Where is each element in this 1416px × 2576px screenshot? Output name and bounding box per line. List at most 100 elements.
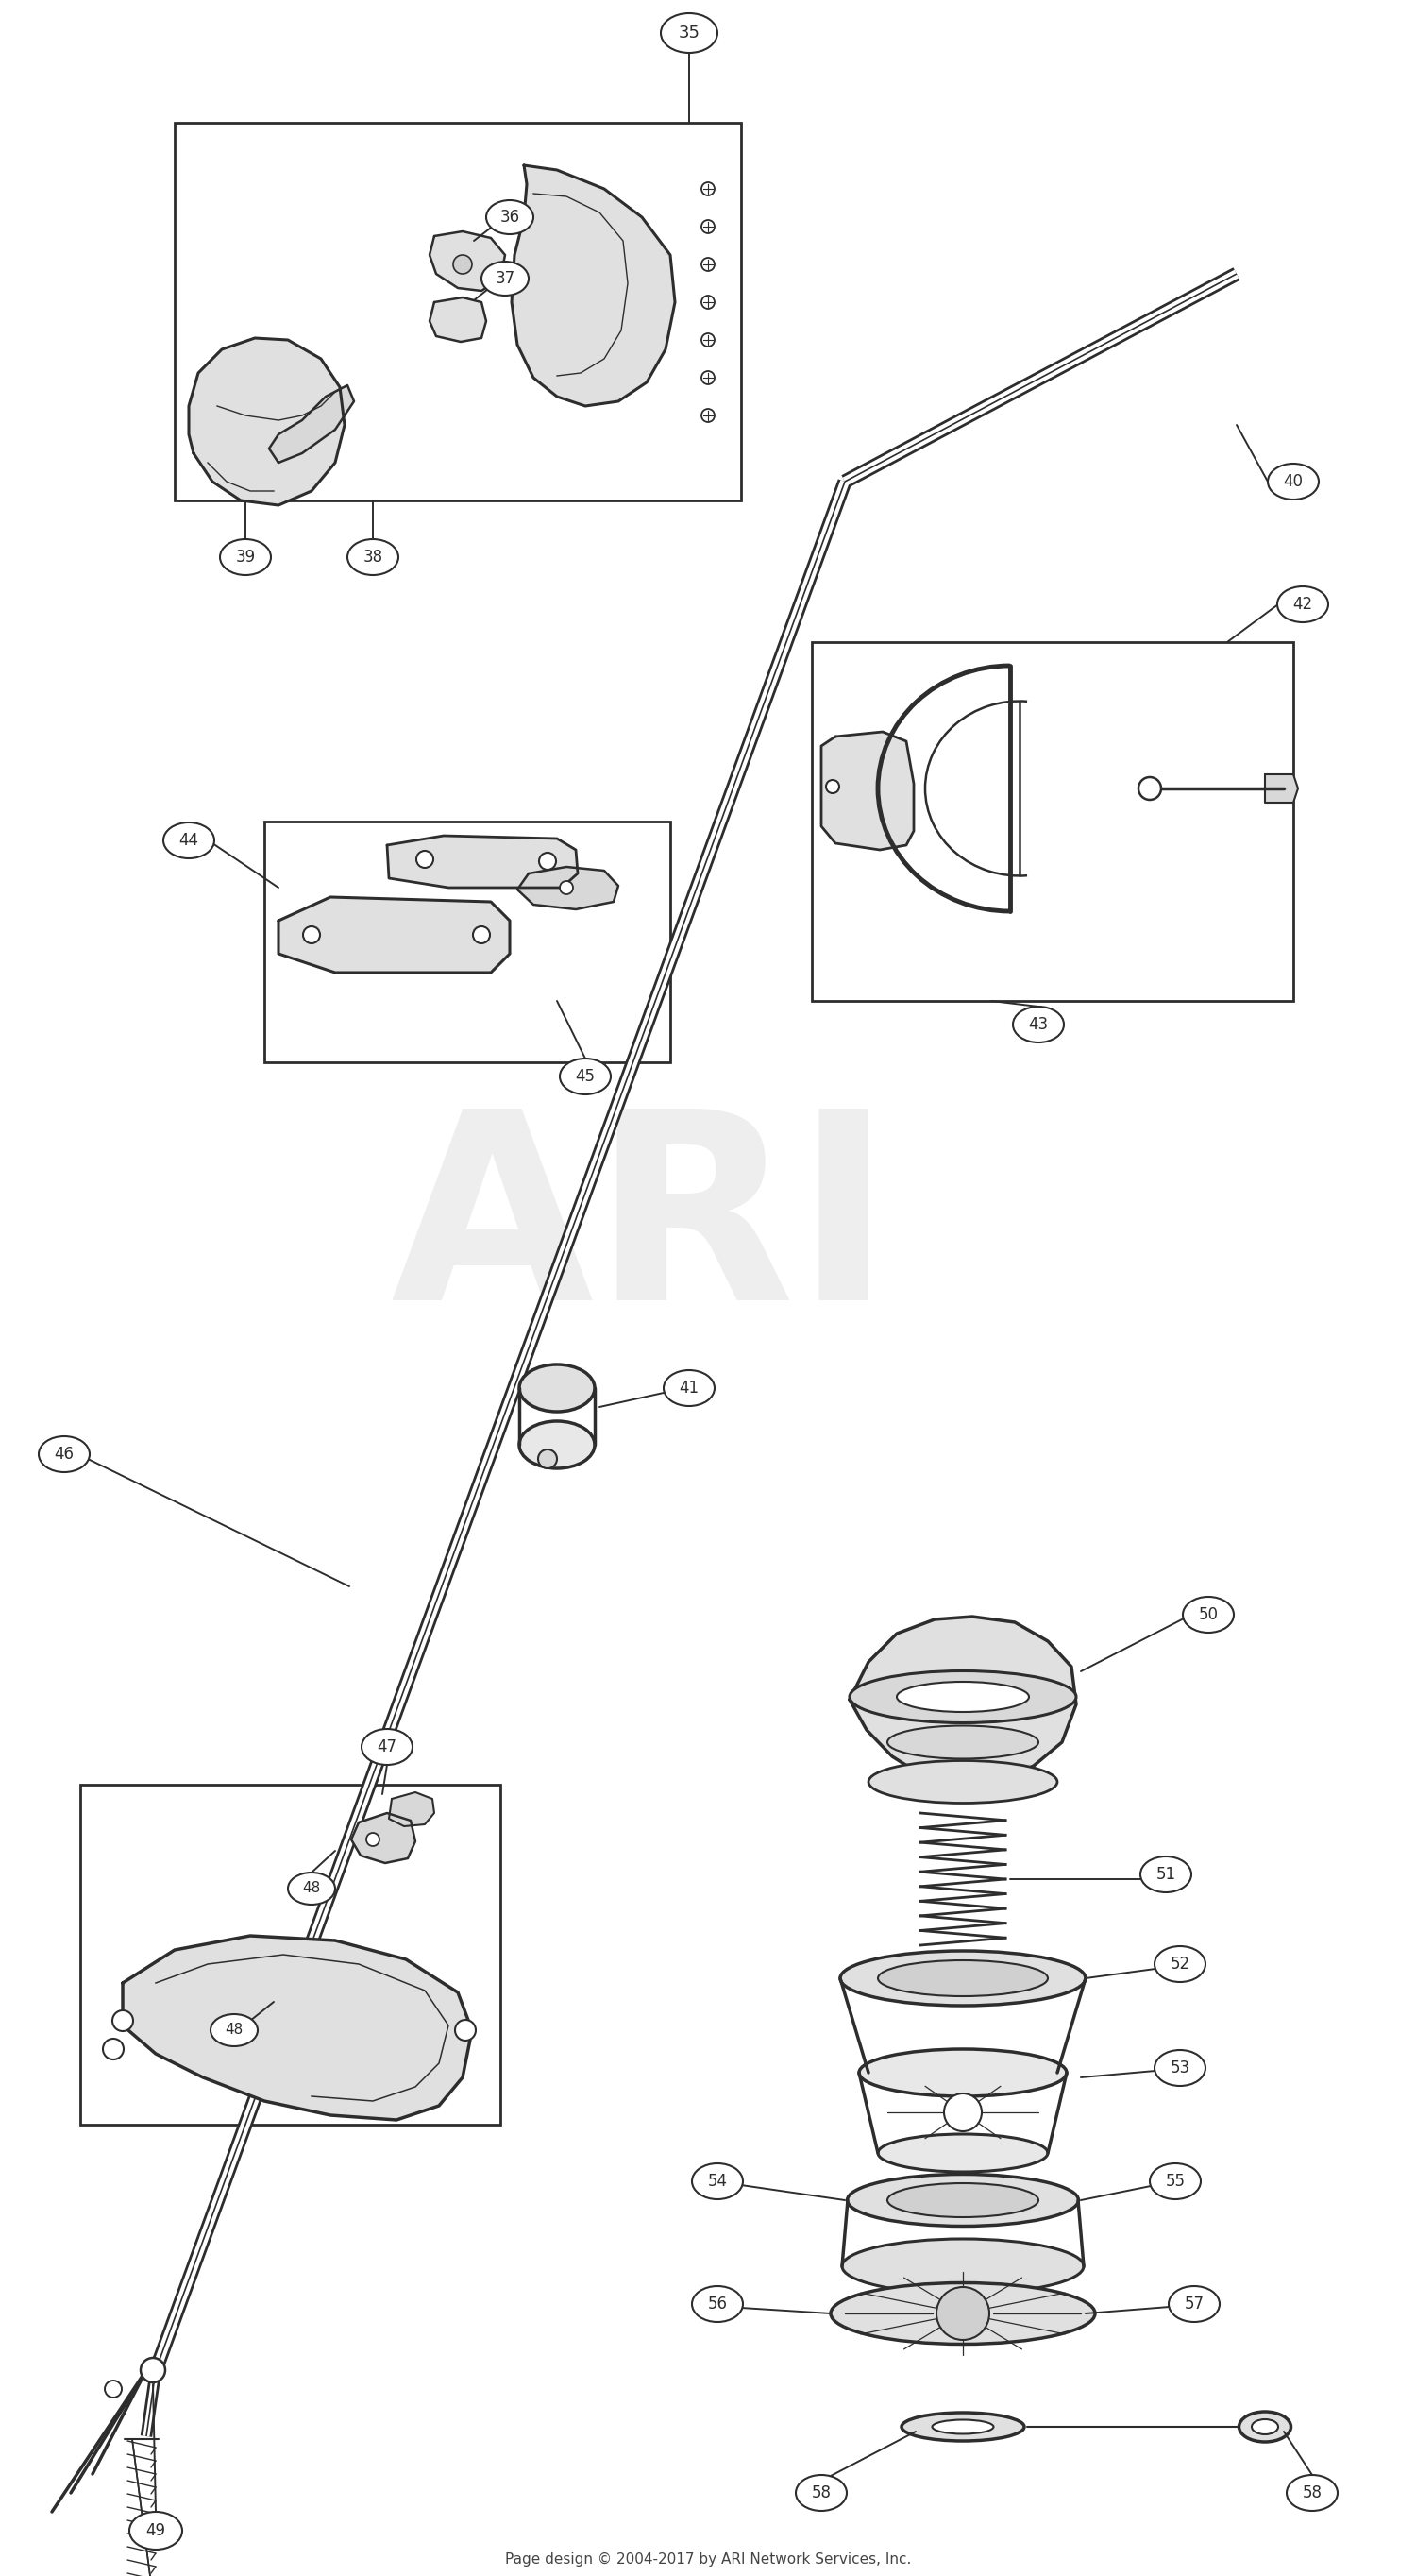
Ellipse shape xyxy=(692,2164,743,2200)
Bar xyxy=(811,641,1293,1002)
Polygon shape xyxy=(269,386,354,464)
Circle shape xyxy=(453,255,472,273)
Ellipse shape xyxy=(559,1059,610,1095)
Polygon shape xyxy=(821,732,913,850)
Polygon shape xyxy=(389,1793,435,1826)
Circle shape xyxy=(559,881,573,894)
Polygon shape xyxy=(188,337,344,505)
Ellipse shape xyxy=(1277,587,1328,623)
Circle shape xyxy=(701,219,715,234)
Circle shape xyxy=(944,2094,981,2130)
Ellipse shape xyxy=(840,1950,1086,2007)
Text: 48: 48 xyxy=(225,2022,244,2038)
Text: 47: 47 xyxy=(377,1739,396,1754)
Ellipse shape xyxy=(520,1365,595,1412)
Circle shape xyxy=(367,1834,379,1847)
Ellipse shape xyxy=(878,1960,1048,1996)
Circle shape xyxy=(538,1450,556,1468)
Ellipse shape xyxy=(1012,1007,1063,1043)
Circle shape xyxy=(103,2038,123,2058)
Text: 42: 42 xyxy=(1293,595,1313,613)
Text: 35: 35 xyxy=(678,26,700,41)
Ellipse shape xyxy=(1182,1597,1233,1633)
Ellipse shape xyxy=(1154,1945,1205,1981)
Circle shape xyxy=(701,332,715,348)
Polygon shape xyxy=(511,165,675,407)
Ellipse shape xyxy=(831,2282,1095,2344)
Ellipse shape xyxy=(1150,2164,1201,2200)
Text: 54: 54 xyxy=(708,2172,728,2190)
Ellipse shape xyxy=(850,1672,1076,1723)
Ellipse shape xyxy=(868,2050,1058,2094)
Circle shape xyxy=(455,2020,476,2040)
Circle shape xyxy=(936,2287,990,2339)
Text: 56: 56 xyxy=(708,2295,728,2313)
Ellipse shape xyxy=(661,13,718,54)
Ellipse shape xyxy=(1252,2419,1279,2434)
Text: 46: 46 xyxy=(54,1445,74,1463)
Bar xyxy=(174,124,741,500)
Text: 55: 55 xyxy=(1165,2172,1185,2190)
Text: 45: 45 xyxy=(575,1069,595,1084)
Ellipse shape xyxy=(888,2184,1038,2218)
Polygon shape xyxy=(850,1618,1076,1783)
Ellipse shape xyxy=(843,2239,1083,2293)
Circle shape xyxy=(473,927,490,943)
Ellipse shape xyxy=(1239,2411,1291,2442)
Text: 49: 49 xyxy=(146,2522,166,2540)
Circle shape xyxy=(701,296,715,309)
Circle shape xyxy=(701,258,715,270)
Polygon shape xyxy=(123,1935,472,2120)
Text: ARI: ARI xyxy=(391,1100,893,1355)
Text: 40: 40 xyxy=(1283,474,1303,489)
Circle shape xyxy=(701,183,715,196)
Ellipse shape xyxy=(664,1370,715,1406)
Bar xyxy=(81,1785,500,2125)
Ellipse shape xyxy=(896,1682,1029,1713)
Text: 57: 57 xyxy=(1184,2295,1204,2313)
Polygon shape xyxy=(279,896,510,974)
Circle shape xyxy=(1138,778,1161,799)
Circle shape xyxy=(826,781,840,793)
Circle shape xyxy=(701,371,715,384)
Text: 44: 44 xyxy=(178,832,198,850)
Text: 52: 52 xyxy=(1170,1955,1189,1973)
Text: 37: 37 xyxy=(496,270,515,286)
Ellipse shape xyxy=(287,1873,336,1904)
Text: 58: 58 xyxy=(1303,2483,1323,2501)
Ellipse shape xyxy=(38,1437,89,1471)
Text: 36: 36 xyxy=(500,209,520,227)
Circle shape xyxy=(416,850,433,868)
Text: 39: 39 xyxy=(235,549,255,567)
Text: 43: 43 xyxy=(1028,1015,1048,1033)
Polygon shape xyxy=(351,1814,415,1862)
Ellipse shape xyxy=(361,1728,412,1765)
Circle shape xyxy=(140,2357,166,2383)
Polygon shape xyxy=(387,835,578,889)
Ellipse shape xyxy=(1140,1857,1191,1893)
Ellipse shape xyxy=(129,2512,183,2550)
Ellipse shape xyxy=(868,1759,1058,1803)
Circle shape xyxy=(112,2009,133,2030)
Ellipse shape xyxy=(1287,2476,1338,2512)
Ellipse shape xyxy=(163,822,214,858)
Ellipse shape xyxy=(1168,2285,1219,2321)
Ellipse shape xyxy=(219,538,270,574)
Ellipse shape xyxy=(486,201,534,234)
Ellipse shape xyxy=(878,2133,1048,2172)
Ellipse shape xyxy=(860,2048,1066,2097)
Text: 41: 41 xyxy=(680,1381,700,1396)
Polygon shape xyxy=(429,296,486,343)
Text: 51: 51 xyxy=(1155,1865,1175,1883)
Bar xyxy=(265,822,670,1061)
Polygon shape xyxy=(429,232,506,291)
Ellipse shape xyxy=(1267,464,1318,500)
Text: 50: 50 xyxy=(1198,1607,1218,1623)
Ellipse shape xyxy=(211,2014,258,2045)
Ellipse shape xyxy=(932,2419,994,2434)
Text: 38: 38 xyxy=(362,549,382,567)
Text: 58: 58 xyxy=(811,2483,831,2501)
Ellipse shape xyxy=(481,263,528,296)
Circle shape xyxy=(539,853,556,871)
Ellipse shape xyxy=(796,2476,847,2512)
